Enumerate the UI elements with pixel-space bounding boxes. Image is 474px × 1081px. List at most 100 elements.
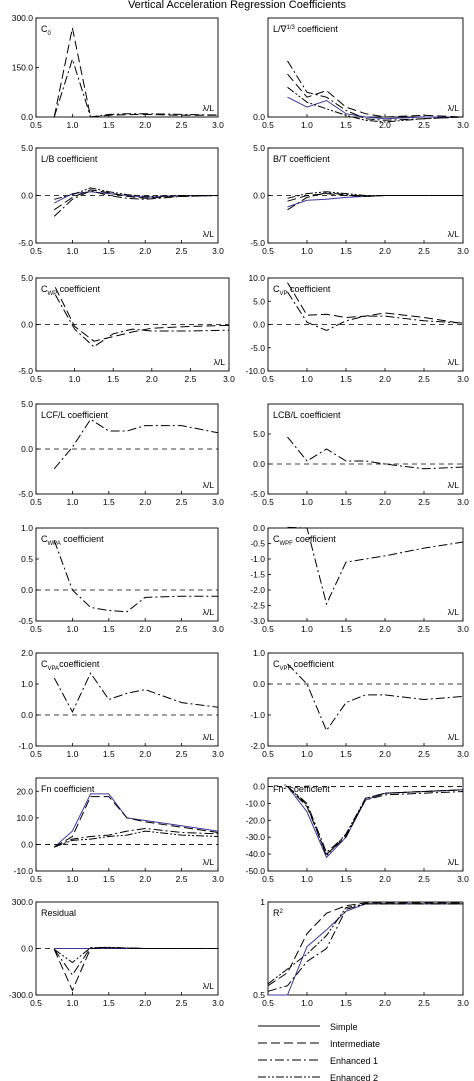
panel-title: C0 bbox=[41, 24, 52, 37]
x-tick-label: 1.0 bbox=[66, 246, 78, 256]
y-tick-label: -1.5 bbox=[250, 570, 265, 580]
x-axis-label: λ/L bbox=[203, 229, 215, 239]
x-tick-label: 1.0 bbox=[301, 374, 313, 384]
x-axis-label: λ/L bbox=[203, 480, 215, 490]
chart-panel: -5.0 0.0 5.0 0.5 1.0 1.5 2.0 2.5 3.0 λ/L B/T coeff… bbox=[250, 143, 469, 256]
x-axis-label: λ/L bbox=[203, 981, 215, 991]
chart-panel: -0.5 0.0 0.5 1.0 0.5 1.0 1.5 2.0 2.5 3.0 λ/L CWPA c… bbox=[18, 523, 224, 634]
x-tick-label: 1.0 bbox=[66, 998, 78, 1008]
panel-title: CVP coefficient bbox=[273, 284, 331, 297]
y-tick-label: -0.5 bbox=[18, 616, 33, 626]
y-tick-label: -1.0 bbox=[250, 710, 265, 720]
panel-title: R2 bbox=[273, 908, 284, 918]
y-tick-label: 0.0 bbox=[21, 944, 33, 954]
x-tick-label: 3.0 bbox=[212, 120, 224, 130]
series-line-intermediate bbox=[287, 282, 464, 325]
series-line-intermediate bbox=[54, 287, 230, 342]
plot-frame bbox=[35, 777, 219, 872]
series-line-enh1 bbox=[287, 526, 464, 606]
x-tick-label: 0.5 bbox=[30, 998, 42, 1008]
x-tick-label: 0.5 bbox=[30, 374, 42, 384]
series-line-enh2 bbox=[267, 903, 463, 985]
y-tick-label: 1.0 bbox=[253, 648, 265, 658]
y-tick-label: -5.0 bbox=[18, 366, 33, 376]
series-line-enh1 bbox=[54, 294, 230, 348]
x-axis-label: λ/L bbox=[448, 607, 460, 617]
series-line-enh1 bbox=[53, 57, 219, 118]
x-axis-label: λ/L bbox=[203, 607, 215, 617]
x-tick-label: 1.5 bbox=[103, 497, 115, 507]
x-tick-label: 1.5 bbox=[340, 874, 352, 884]
x-tick-label: 3.0 bbox=[212, 998, 224, 1008]
x-tick-label: 3.0 bbox=[212, 749, 224, 759]
y-tick-label: -2.0 bbox=[250, 585, 265, 595]
series-line-simple bbox=[53, 191, 218, 204]
y-tick-label: -300.0 bbox=[9, 990, 33, 1000]
chart-panel: -5.0 0.0 5.0 0.5 1.0 1.5 2.0 2.5 3.0 λ/L L/B coeff… bbox=[18, 143, 224, 256]
chart-panel: -10.0 0.0 10.0 20.0 0.5 1.0 1.5 2.0 2.5 3.0 λ/L Fn … bbox=[14, 777, 224, 884]
y-tick-label: 0.0 bbox=[253, 459, 265, 469]
y-tick-label: 0.0 bbox=[253, 112, 265, 122]
x-tick-label: 1.5 bbox=[340, 624, 352, 634]
x-tick-label: 1.0 bbox=[66, 874, 78, 884]
x-tick-label: 2.0 bbox=[379, 246, 391, 256]
panel-title: L/∇1/3 coefficient bbox=[273, 24, 338, 34]
y-tick-label: -10.0 bbox=[246, 798, 266, 808]
plot-frame bbox=[267, 403, 464, 495]
series-line-enh1 bbox=[287, 192, 463, 211]
y-tick-label: 300.0 bbox=[12, 13, 34, 23]
y-tick-label: 5.0 bbox=[253, 296, 265, 306]
series-line-enh1 bbox=[267, 903, 463, 992]
x-axis-label: λ/L bbox=[214, 357, 226, 367]
series-line-enh1 bbox=[287, 60, 464, 121]
x-tick-label: 1.0 bbox=[301, 497, 313, 507]
series-line-intermediate bbox=[53, 189, 219, 211]
plot-frame bbox=[35, 527, 219, 622]
x-tick-label: 1.0 bbox=[66, 120, 78, 130]
y-tick-label: 300.0 bbox=[12, 897, 34, 907]
x-tick-label: 2.5 bbox=[176, 874, 188, 884]
y-tick-label: 0.0 bbox=[21, 444, 33, 454]
panel-title: Residual bbox=[41, 908, 76, 918]
chart-panel: -5.0 0.0 5.0 0.5 1.0 1.5 2.0 2.5 3.0 λ/L CWP coeff… bbox=[18, 273, 235, 384]
x-tick-label: 2.0 bbox=[139, 497, 151, 507]
chart-panel: 0.5 1 0.5 1.0 1.5 2.0 2.5 3.0 R2 bbox=[253, 897, 469, 1008]
panel-title: LCF/L coefficient bbox=[41, 410, 109, 420]
chart-panel: -50.0 -40.0 -30.0 -20.0 -10.0 0.0 0.5 1.0 1.5 2.0… bbox=[246, 777, 469, 884]
x-tick-label: 0.5 bbox=[30, 624, 42, 634]
x-tick-label: 1.0 bbox=[301, 998, 313, 1008]
x-tick-label: 0.5 bbox=[30, 874, 42, 884]
x-axis-label: λ/L bbox=[448, 357, 460, 367]
series-line-enh1 bbox=[53, 827, 219, 848]
x-tick-label: 2.5 bbox=[176, 749, 188, 759]
x-tick-label: 2.5 bbox=[418, 120, 430, 130]
series-line-enh2 bbox=[53, 946, 218, 964]
x-tick-label: 0.5 bbox=[262, 998, 274, 1008]
x-tick-label: 1.5 bbox=[340, 749, 352, 759]
series-line-enh1 bbox=[53, 418, 219, 470]
chart-panel: -5.0 0.0 5.0 0.5 1.0 1.5 2.0 2.5 3.0 λ/L LCB/L coe… bbox=[250, 403, 469, 507]
series-line-intermediate bbox=[53, 27, 218, 118]
x-axis-label: λ/L bbox=[448, 732, 460, 742]
series-line-enh1 bbox=[287, 436, 464, 470]
x-tick-label: 0.5 bbox=[30, 246, 42, 256]
x-tick-label: 0.5 bbox=[262, 497, 274, 507]
y-tick-label: -30.0 bbox=[246, 832, 266, 842]
x-tick-label: 2.0 bbox=[379, 120, 391, 130]
panel-title: CWPF coefficient bbox=[273, 534, 336, 547]
y-tick-label: -10.0 bbox=[14, 866, 34, 876]
series-line-enh2 bbox=[54, 187, 218, 200]
x-axis-label: λ/L bbox=[203, 857, 215, 867]
x-tick-label: 1.5 bbox=[103, 246, 115, 256]
x-tick-label: 1.5 bbox=[103, 749, 115, 759]
panel-title: Fn coefficient bbox=[41, 784, 95, 794]
x-tick-label: 3.0 bbox=[457, 749, 469, 759]
plot-frame bbox=[35, 17, 219, 118]
x-tick-label: 3.0 bbox=[457, 246, 469, 256]
y-tick-label: -40.0 bbox=[246, 849, 266, 859]
x-tick-label: 2.0 bbox=[139, 998, 151, 1008]
x-axis-label: λ/L bbox=[203, 103, 215, 113]
y-tick-label: 0.0 bbox=[253, 191, 265, 201]
y-tick-label: 0.0 bbox=[253, 679, 265, 689]
